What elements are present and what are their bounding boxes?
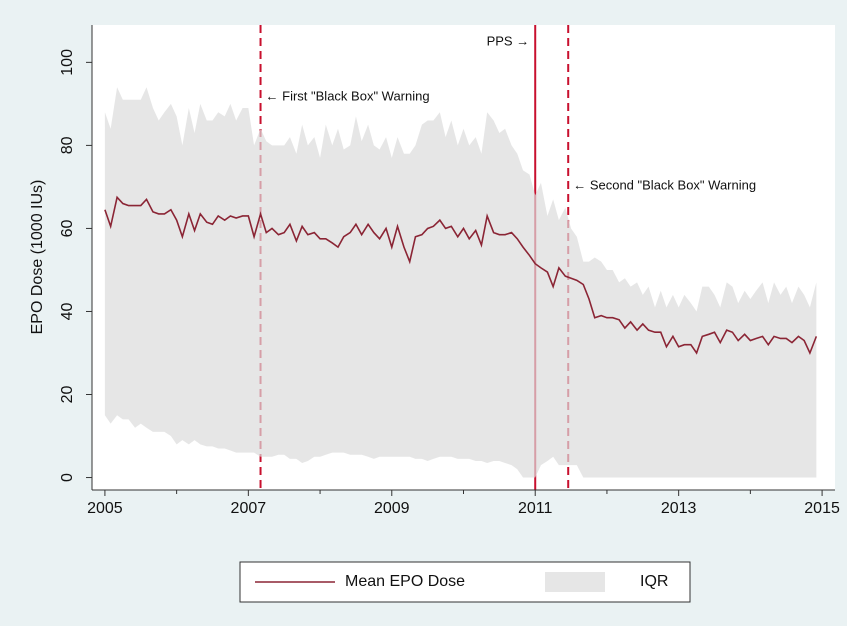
y-tick-label: 80 bbox=[59, 136, 76, 154]
y-tick-label: 100 bbox=[59, 49, 76, 76]
annotation: ← Second "Black Box" Warning bbox=[573, 177, 756, 192]
y-tick-label: 40 bbox=[59, 302, 76, 320]
iqr-band bbox=[104, 87, 817, 478]
annotation: PPS → bbox=[487, 33, 530, 48]
legend-label: Mean EPO Dose bbox=[345, 573, 465, 590]
y-tick-label: 60 bbox=[59, 219, 76, 237]
legend-label: IQR bbox=[640, 573, 668, 590]
series-line bbox=[104, 195, 818, 356]
legend-swatch bbox=[545, 572, 605, 592]
y-tick-label: 20 bbox=[59, 386, 76, 404]
x-tick-label: 2013 bbox=[661, 500, 697, 517]
x-tick-label: 2011 bbox=[518, 500, 553, 517]
annotation: ← First "Black Box" Warning bbox=[266, 88, 430, 103]
y-axis-title: EPO Dose (1000 IUs) bbox=[29, 180, 46, 335]
x-tick-label: 2005 bbox=[87, 500, 123, 517]
x-tick-label: 2009 bbox=[374, 500, 410, 517]
y-tick-label: 0 bbox=[59, 473, 76, 482]
x-tick-label: 2015 bbox=[804, 500, 840, 517]
x-tick-label: 2007 bbox=[231, 500, 267, 517]
